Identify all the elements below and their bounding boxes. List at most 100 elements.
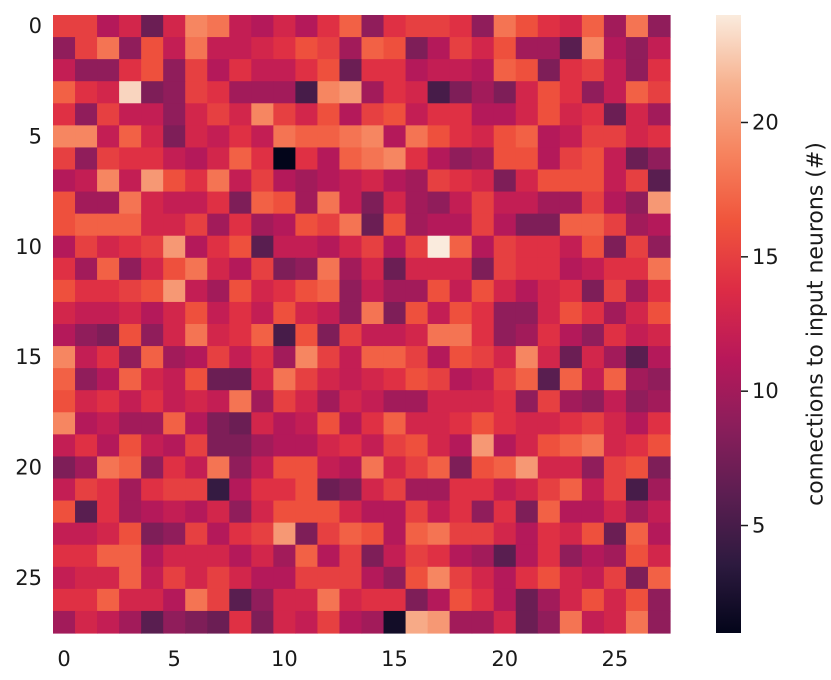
- heatmap-cell: [141, 544, 164, 568]
- heatmap-cell: [625, 412, 649, 435]
- heatmap-cell: [493, 588, 517, 612]
- heatmap-cell: [229, 59, 252, 82]
- heatmap-cell: [119, 566, 142, 590]
- heatmap-cell: [515, 346, 539, 369]
- heatmap-cell: [515, 15, 539, 38]
- heatmap-cell: [317, 15, 341, 38]
- heatmap-cell: [53, 279, 76, 303]
- heatmap-cell: [97, 566, 120, 590]
- heatmap-cell: [603, 301, 627, 325]
- heatmap-cell: [405, 279, 429, 303]
- heatmap-cell: [383, 544, 407, 568]
- heatmap-cell: [119, 169, 142, 193]
- heatmap-cell: [405, 610, 429, 634]
- heatmap-cell: [383, 169, 407, 193]
- heatmap-cell: [339, 213, 363, 237]
- heatmap-cell: [97, 368, 120, 391]
- heatmap-cell: [207, 434, 230, 458]
- heatmap-cell: [559, 125, 583, 149]
- heatmap-cell: [97, 610, 120, 634]
- heatmap-cell: [493, 147, 517, 171]
- heatmap-cell: [603, 191, 627, 215]
- y-tick-label: 0: [29, 14, 42, 38]
- heatmap-cell: [471, 566, 495, 590]
- heatmap-cell: [625, 59, 649, 82]
- heatmap-cell: [75, 81, 98, 104]
- heatmap-cell: [581, 213, 605, 237]
- heatmap-cell: [603, 390, 627, 413]
- heatmap-cell: [163, 346, 186, 369]
- heatmap-cell: [185, 257, 208, 281]
- heatmap-cell: [361, 566, 385, 590]
- heatmap-cell: [449, 434, 473, 458]
- heatmap-cell: [559, 522, 583, 546]
- heatmap-cell: [163, 15, 186, 38]
- x-tick-label: 25: [602, 647, 629, 671]
- heatmap-cell: [405, 59, 429, 82]
- heatmap-cell: [141, 103, 164, 126]
- heatmap-cell: [449, 412, 473, 435]
- x-tick-label: 15: [381, 647, 408, 671]
- y-tick-label: 15: [15, 345, 42, 369]
- heatmap-cell: [273, 235, 296, 259]
- heatmap-cell: [537, 566, 561, 590]
- heatmap-cell: [53, 191, 76, 215]
- heatmap-cell: [53, 37, 76, 60]
- heatmap-cell: [581, 257, 605, 281]
- heatmap-cell: [53, 456, 76, 480]
- heatmap-cell: [317, 257, 341, 281]
- heatmap-cell: [273, 412, 296, 435]
- heatmap-cell: [317, 588, 341, 612]
- heatmap-cell: [581, 478, 605, 502]
- heatmap-cell: [53, 15, 76, 38]
- heatmap-cell: [471, 301, 495, 325]
- heatmap-cell: [75, 191, 98, 215]
- heatmap-cell: [229, 103, 252, 126]
- heatmap-cell: [647, 15, 671, 38]
- heatmap-cell: [537, 346, 561, 369]
- heatmap-cell: [603, 456, 627, 480]
- heatmap-cell: [405, 169, 429, 193]
- heatmap-cell: [75, 169, 98, 193]
- heatmap-cell: [537, 59, 561, 82]
- heatmap-cell: [163, 37, 186, 60]
- heatmap-cell: [449, 522, 473, 546]
- heatmap-cell: [163, 191, 186, 215]
- heatmap-cell: [75, 324, 98, 347]
- heatmap-cell: [493, 15, 517, 38]
- heatmap-cell: [229, 37, 252, 60]
- heatmap-cell: [141, 213, 164, 237]
- heatmap-cell: [537, 191, 561, 215]
- heatmap-cell: [339, 81, 363, 104]
- heatmap-cell: [383, 412, 407, 435]
- heatmap-cell: [185, 610, 208, 634]
- heatmap-cell: [141, 15, 164, 38]
- heatmap-cell: [97, 412, 120, 435]
- heatmap-cell: [405, 257, 429, 281]
- heatmap-cell: [537, 213, 561, 237]
- heatmap-cell: [647, 588, 671, 612]
- heatmap-cell: [361, 500, 385, 524]
- heatmap-cell: [317, 456, 341, 480]
- heatmap-cell: [471, 412, 495, 435]
- heatmap-cell: [185, 390, 208, 413]
- heatmap-cell: [251, 279, 274, 303]
- heatmap-cell: [75, 346, 98, 369]
- heatmap-cell: [493, 213, 517, 237]
- heatmap-cell: [559, 500, 583, 524]
- heatmap-cell: [339, 301, 363, 325]
- heatmap-cell: [537, 368, 561, 391]
- heatmap-cell: [141, 235, 164, 259]
- heatmap-cell: [119, 456, 142, 480]
- heatmap-cell: [603, 59, 627, 82]
- heatmap-cell: [493, 37, 517, 60]
- heatmap-cell: [449, 37, 473, 60]
- heatmap-cell: [163, 368, 186, 391]
- heatmap-cell: [207, 301, 230, 325]
- heatmap-cell: [339, 169, 363, 193]
- heatmap-cell: [471, 37, 495, 60]
- heatmap-cell: [361, 15, 385, 38]
- heatmap-cell: [75, 15, 98, 38]
- heatmap-cell: [75, 390, 98, 413]
- heatmap-cell: [449, 456, 473, 480]
